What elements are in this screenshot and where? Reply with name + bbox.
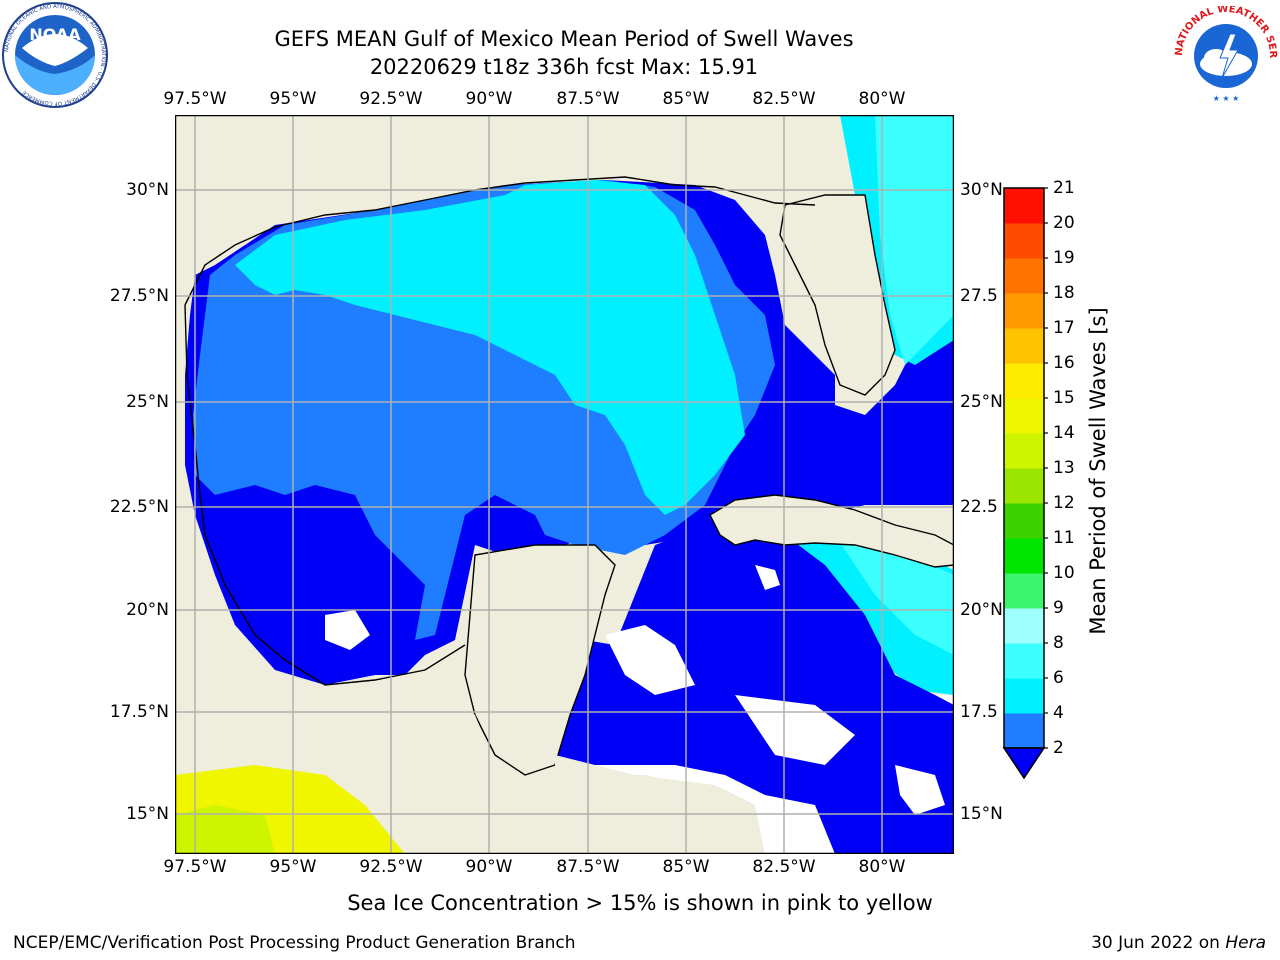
lon-tick-top: 82.5°W: [752, 89, 816, 109]
lon-tick-top: 87.5°W: [556, 89, 620, 109]
colorbar-level-label: 19: [1053, 248, 1075, 268]
colorbar-segment: [1004, 328, 1044, 364]
colorbar-level-label: 12: [1053, 493, 1075, 513]
lat-tick-right: 30°N: [960, 180, 1003, 200]
lat-tick-right: 15°N: [960, 804, 1003, 824]
colorbar-level-label: 18: [1053, 283, 1075, 303]
colorbar: [1002, 187, 1048, 780]
colorbar-level-label: 14: [1053, 423, 1075, 443]
colorbar-level-label: 10: [1053, 563, 1075, 583]
swell-6-8s-gulf: [235, 180, 745, 515]
map-frame: [175, 115, 954, 854]
colorbar-segment: [1004, 643, 1044, 679]
lon-tick-bottom: 97.5°W: [163, 857, 227, 877]
noaa-logo: NATIONAL OCEANIC AND ATMOSPHERIC ADMINIS…: [2, 2, 108, 108]
lon-tick-top: 92.5°W: [359, 89, 423, 109]
colorbar-segment: [1004, 258, 1044, 294]
lat-tick-left: 20°N: [126, 600, 169, 620]
colorbar-segment: [1004, 293, 1044, 329]
lon-tick-bottom: 90°W: [465, 857, 513, 877]
lon-tick-top: 95°W: [269, 89, 317, 109]
central-america-land: [555, 755, 765, 854]
colorbar-segment: [1004, 398, 1044, 434]
colorbar-segment: [1004, 608, 1044, 644]
cuba-land: [709, 494, 954, 568]
colorbar-segment: [1004, 573, 1044, 609]
no-data-patch: [605, 625, 695, 695]
no-data-patch: [895, 765, 945, 815]
lon-tick-bottom: 87.5°W: [556, 857, 620, 877]
no-data-patch: [325, 610, 370, 650]
swell-6-8s-atlantic: [875, 115, 954, 365]
no-data-patch: [755, 565, 780, 590]
swell-8-9s-caribbean: [835, 535, 954, 655]
nws-stars-icon: ★ ★ ★: [1213, 94, 1240, 103]
florida-land: [779, 194, 896, 396]
footer-date: 30 Jun 2022 on: [1091, 933, 1226, 953]
colorbar-segment: [1004, 678, 1044, 714]
lat-tick-right: 20°N: [960, 600, 1003, 620]
lat-tick-left: 17.5°N: [109, 702, 169, 722]
nws-logo: NATIONAL WEATHER SERVICE ★ ★ ★: [1172, 6, 1278, 104]
colorbar-segment: [1004, 433, 1044, 469]
colorbar-level-label: 9: [1053, 598, 1064, 618]
footer-right: 30 Jun 2022 on Hera: [1091, 933, 1266, 953]
lat-tick-left: 15°N: [126, 804, 169, 824]
sea-ice-caption: Sea Ice Concentration > 15% is shown in …: [347, 891, 933, 915]
lat-tick-right: 17.5: [960, 702, 998, 722]
lon-tick-top: 90°W: [465, 89, 513, 109]
lon-tick-bottom: 85°W: [662, 857, 710, 877]
chart-title: GEFS MEAN Gulf of Mexico Mean Period of …: [274, 27, 854, 51]
colorbar-segment: [1004, 538, 1044, 574]
colorbar-level-label: 6: [1053, 668, 1064, 688]
colorbar-segment: [1004, 223, 1044, 259]
lon-tick-top: 85°W: [662, 89, 710, 109]
colorbar-extend-min: [1002, 747, 1046, 780]
lat-tick-right: 22.5: [960, 497, 998, 517]
colorbar-title: Mean Period of Swell Waves [s]: [1086, 307, 1110, 635]
us-coastline: [184, 176, 816, 306]
colorbar-segment: [1004, 713, 1044, 749]
lon-tick-bottom: 82.5°W: [752, 857, 816, 877]
colorbar-level-label: 13: [1053, 458, 1075, 478]
swell-2-4s-caribbean: [555, 530, 954, 854]
lat-tick-left: 27.5°N: [109, 286, 169, 306]
sea-ice-area: [175, 805, 275, 854]
lat-tick-right: 27.5: [960, 286, 998, 306]
colorbar-level-label: 16: [1053, 353, 1075, 373]
colorbar-level-label: 11: [1053, 528, 1075, 548]
colorbar-segment: [1004, 503, 1044, 539]
lat-tick-left: 30°N: [126, 180, 169, 200]
colorbar-level-label: 20: [1053, 213, 1075, 233]
lon-tick-bottom: 92.5°W: [359, 857, 423, 877]
noaa-wordmark: NOAA: [29, 25, 81, 44]
lon-tick-bottom: 95°W: [269, 857, 317, 877]
gridlines: [175, 115, 954, 854]
chart-subtitle: 20220629 t18z 336h fcst Max: 15.91: [369, 55, 759, 79]
map-panel: [175, 115, 954, 854]
lon-tick-top: 80°W: [858, 89, 906, 109]
colorbar-level-label: 17: [1053, 318, 1075, 338]
lon-tick-top: 97.5°W: [163, 89, 227, 109]
colorbar-segment: [1004, 363, 1044, 399]
colorbar-level-label: 2: [1053, 738, 1064, 758]
lat-tick-right: 25°N: [960, 392, 1003, 412]
colorbar-segment: [1004, 188, 1044, 224]
lat-tick-left: 25°N: [126, 392, 169, 412]
lon-tick-bottom: 80°W: [858, 857, 906, 877]
footer-left: NCEP/EMC/Verification Post Processing Pr…: [13, 933, 576, 953]
colorbar-level-label: 15: [1053, 388, 1075, 408]
lat-tick-left: 22.5°N: [109, 497, 169, 517]
colorbar-segment: [1004, 468, 1044, 504]
colorbar-level-label: 4: [1053, 703, 1064, 723]
footer-host: Hera: [1225, 933, 1266, 953]
yucatan-land: [464, 544, 616, 776]
colorbar-level-label: 21: [1053, 178, 1075, 198]
colorbar-level-label: 8: [1053, 633, 1064, 653]
